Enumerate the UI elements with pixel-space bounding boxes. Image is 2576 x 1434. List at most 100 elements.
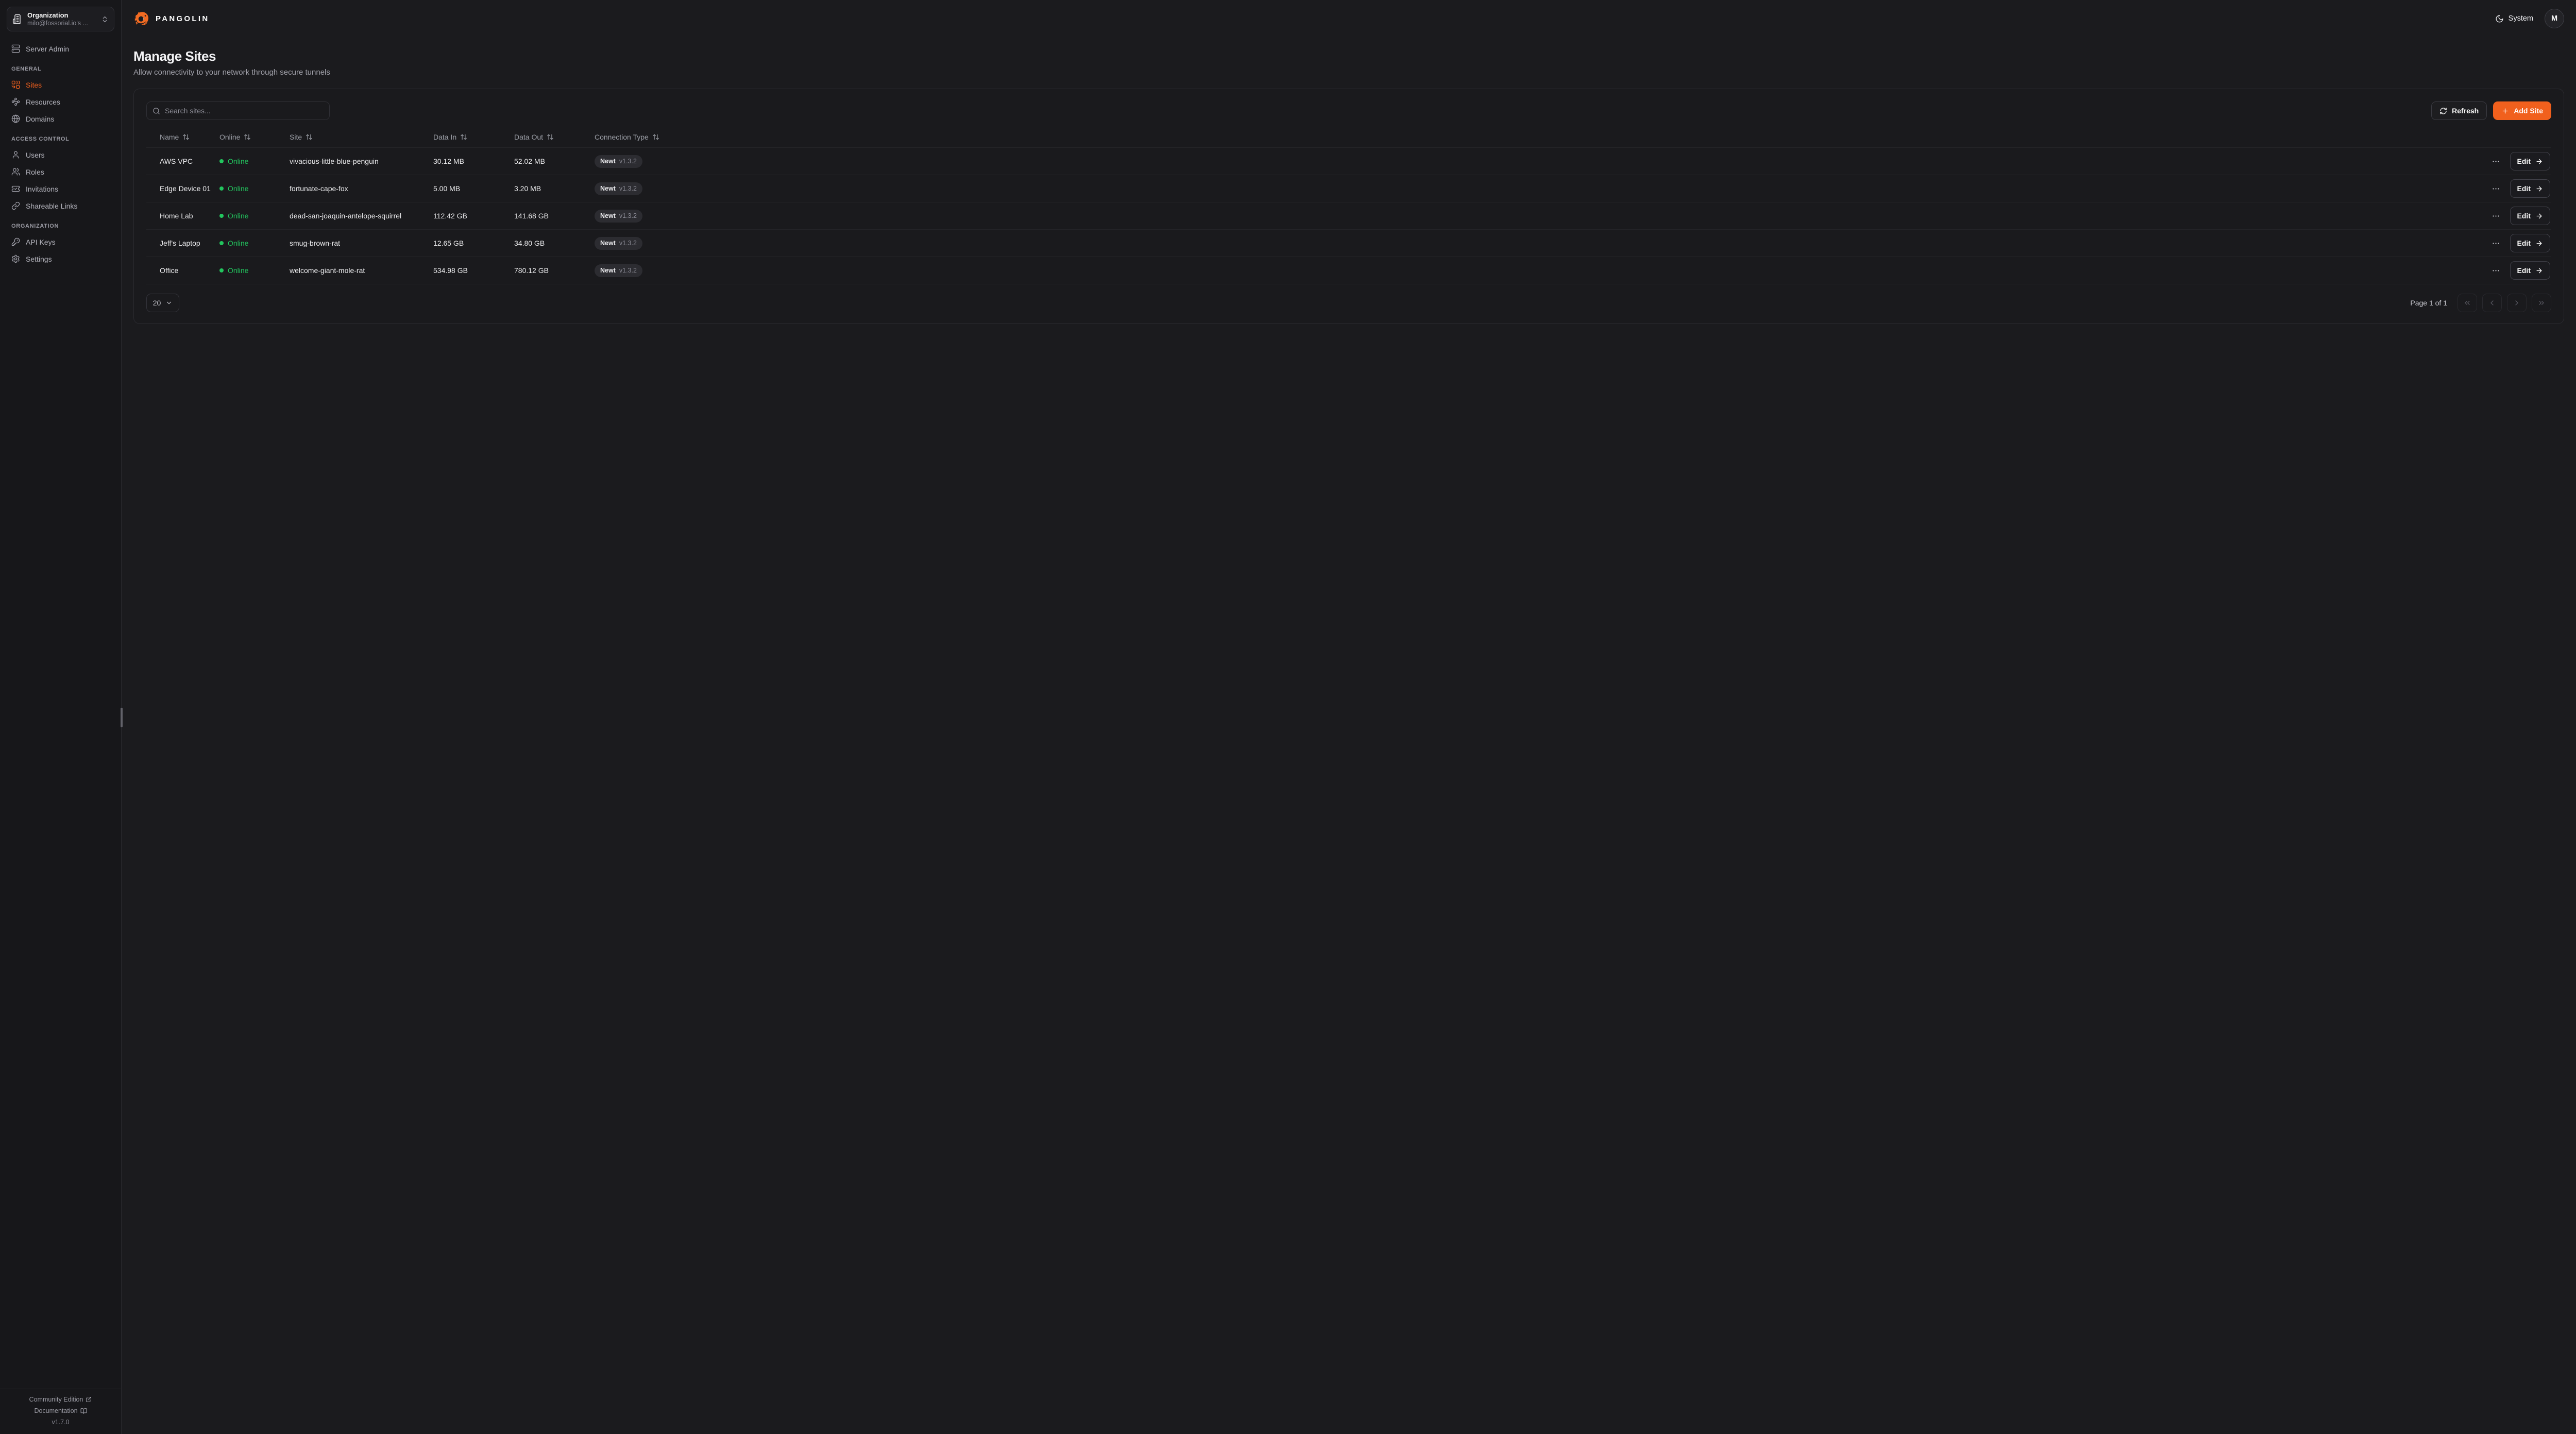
sort-icon [244,133,251,141]
row-menu-button[interactable] [2490,155,2501,168]
sidebar-item-sites[interactable]: Sites [6,76,115,93]
online-status-cell: Online [219,212,290,220]
documentation-link[interactable]: Documentation [34,1405,87,1416]
row-menu-button[interactable] [2490,182,2501,195]
add-site-button[interactable]: Add Site [2493,101,2551,120]
table-row: Edge Device 01 Online fortunate-cape-fox… [146,175,2551,202]
data-in-cell: 534.98 GB [433,266,468,275]
connection-type-version: v1.3.2 [619,240,637,247]
connection-type-name: Newt [600,158,616,165]
online-status-label: Online [228,239,249,247]
row-menu-button[interactable] [2490,210,2501,223]
edit-button[interactable]: Edit [2510,179,2550,198]
avatar[interactable]: M [2545,9,2564,28]
connection-type-name: Newt [600,185,616,192]
chevrons-up-down-icon [101,15,109,23]
sidebar-item-roles[interactable]: Roles [6,163,115,180]
data-in-cell: 112.42 GB [433,212,467,220]
connection-type-badge: Newt v1.3.2 [595,236,642,250]
row-menu-button[interactable] [2490,264,2501,277]
data-in-cell: 5.00 MB [433,184,461,193]
online-status-label: Online [228,184,249,193]
section-label-organization: ORGANIZATION [11,223,59,229]
page-size-value: 20 [152,299,161,307]
page-size-select[interactable]: 20 [146,294,179,312]
column-header-name[interactable]: Name [146,133,219,141]
arrow-right-icon [2535,267,2543,275]
sidebar-item-api-keys[interactable]: API Keys [6,233,115,250]
community-edition-link[interactable]: Community Edition [29,1394,92,1405]
sidebar-item-settings[interactable]: Settings [6,250,115,267]
online-dot-icon [219,214,224,218]
search-input[interactable] [165,107,324,115]
online-status-cell: Online [219,157,290,165]
row-menu-button[interactable] [2490,237,2501,250]
sort-icon [182,133,190,141]
org-selector-label: Organization [27,11,69,19]
sidebar-item-label: Domains [26,114,55,123]
ellipsis-icon [2492,184,2500,193]
online-dot-icon [219,241,224,245]
online-status-label: Online [228,212,249,220]
sidebar-item-label: Resources [26,97,60,106]
theme-toggle[interactable]: System [2495,14,2533,23]
sites-toolbar: Refresh Add Site [146,101,2551,120]
column-header-connection-type[interactable]: Connection Type [595,133,710,141]
column-header-site[interactable]: Site [290,133,433,141]
sites-table: Name Online Site Data In [146,126,2551,284]
column-header-data-in[interactable]: Data In [433,133,514,141]
ellipsis-icon [2492,239,2500,248]
brand[interactable]: PANGOLIN [133,10,209,27]
table-row: Office Online welcome-giant-mole-rat 534… [146,257,2551,284]
pangolin-logo [133,10,151,27]
connection-type-badge: Newt v1.3.2 [595,209,642,223]
edit-button[interactable]: Edit [2510,234,2550,252]
org-selector[interactable]: Organization milo@fossorial.io's ... [7,7,114,31]
sidebar-nav: Server Admin GENERAL Sites Resources Dom… [0,38,121,1389]
data-out-cell: 52.02 MB [514,157,545,165]
connection-type-version: v1.3.2 [619,267,637,274]
user-icon [11,150,20,159]
column-header-data-out[interactable]: Data Out [514,133,595,141]
edit-button[interactable]: Edit [2510,152,2550,170]
edit-button[interactable]: Edit [2510,261,2550,280]
chevron-left-icon [2488,299,2496,307]
building-icon [12,14,23,24]
connection-type-badge: Newt v1.3.2 [595,182,642,195]
edit-button-label: Edit [2517,157,2531,165]
edit-button[interactable]: Edit [2510,207,2550,225]
sidebar-item-domains[interactable]: Domains [6,110,115,127]
previous-page-button[interactable] [2482,294,2502,312]
site-name-cell: Office [160,266,179,275]
table-body: AWS VPC Online vivacious-little-blue-pen… [146,148,2551,284]
sidebar-item-server-admin[interactable]: Server Admin [6,40,115,57]
sidebar-item-shareable-links[interactable]: Shareable Links [6,197,115,214]
waypoints-icon [11,97,20,106]
site-name-cell: Edge Device 01 [160,184,211,193]
refresh-button[interactable]: Refresh [2431,101,2487,120]
data-out-cell: 34.80 GB [514,239,545,247]
sidebar-item-resources[interactable]: Resources [6,93,115,110]
ellipsis-icon [2492,157,2500,166]
sidebar-item-label: Invitations [26,184,59,193]
site-name-cell: Home Lab [160,212,193,220]
online-dot-icon [219,186,224,191]
first-page-button[interactable] [2458,294,2477,312]
column-header-online[interactable]: Online [219,133,290,141]
server-icon [11,44,20,53]
next-page-button[interactable] [2507,294,2527,312]
data-out-cell: 780.12 GB [514,266,549,275]
connection-type-name: Newt [600,212,616,219]
edit-button-label: Edit [2517,184,2531,193]
row-actions-cell: Edit [710,207,2551,225]
arrow-right-icon [2535,185,2543,193]
sidebar-resize-handle[interactable] [121,708,123,727]
connection-type-cell: Newt v1.3.2 [595,264,710,277]
refresh-label: Refresh [2452,107,2479,115]
sidebar-item-users[interactable]: Users [6,146,115,163]
online-status-cell: Online [219,266,290,275]
last-page-button[interactable] [2532,294,2551,312]
site-name-cell: Jeff's Laptop [160,239,200,247]
page-subtitle: Allow connectivity to your network throu… [133,68,330,77]
sidebar-item-invitations[interactable]: Invitations [6,180,115,197]
